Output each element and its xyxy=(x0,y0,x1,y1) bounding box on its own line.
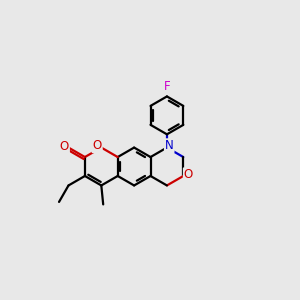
Text: O: O xyxy=(60,140,69,153)
Text: O: O xyxy=(184,168,193,181)
Text: F: F xyxy=(164,80,170,92)
Text: O: O xyxy=(92,139,102,152)
Text: N: N xyxy=(165,139,174,152)
